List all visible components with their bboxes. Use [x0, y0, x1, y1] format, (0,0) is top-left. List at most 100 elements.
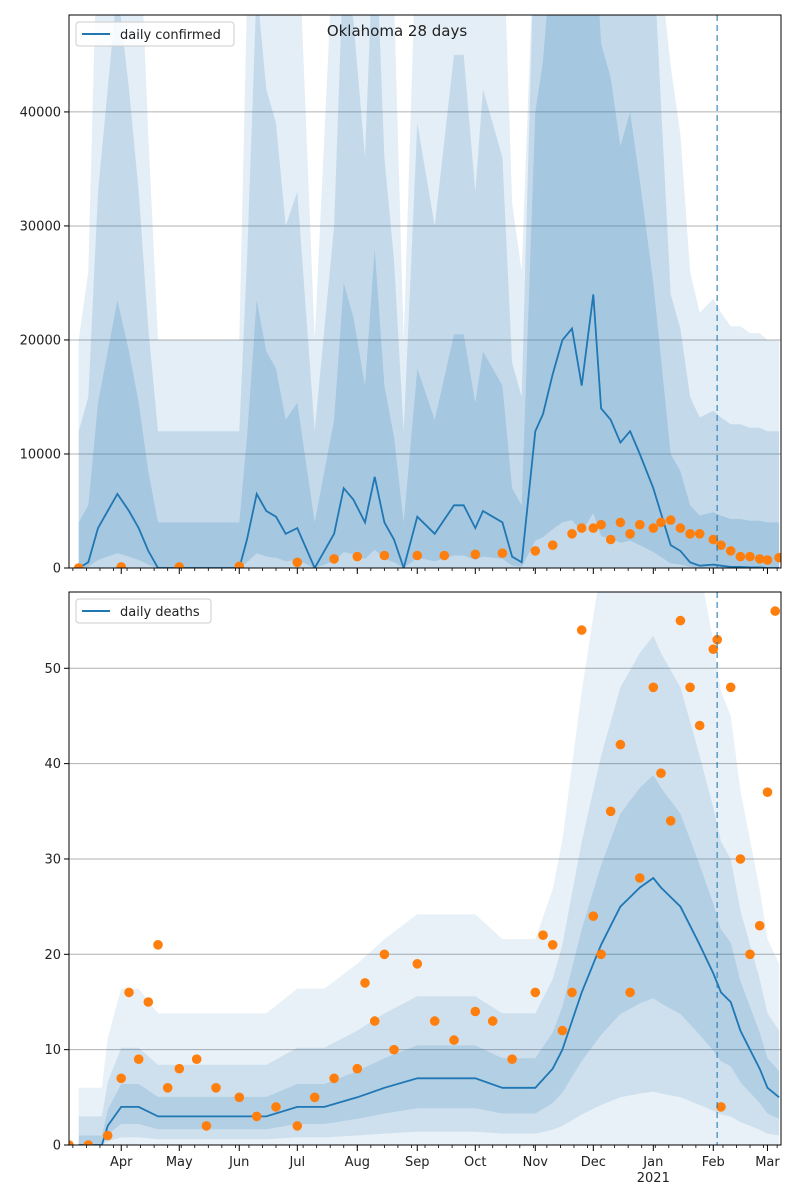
data-point	[708, 534, 719, 545]
data-point	[412, 959, 423, 969]
data-point	[507, 1054, 517, 1064]
x-tick-label: Nov	[523, 1155, 549, 1170]
data-point	[309, 1092, 320, 1103]
data-point	[605, 534, 616, 545]
data-point	[429, 1016, 440, 1026]
y-tick-label: 0	[53, 1139, 61, 1154]
data-point	[360, 978, 370, 988]
data-point	[754, 554, 765, 564]
data-point	[69, 1140, 74, 1145]
confirmed-uncertainty-bands	[78, 15, 780, 568]
data-point	[648, 682, 659, 693]
data-point	[694, 529, 705, 539]
x-tick-label: May	[166, 1155, 193, 1170]
y-tick-label: 30000	[20, 219, 61, 234]
data-point	[271, 1102, 281, 1112]
data-point	[588, 523, 599, 533]
uncertainty-band-0	[78, 592, 780, 1145]
data-point	[576, 523, 587, 533]
series-line	[78, 876, 780, 1145]
data-point	[174, 1063, 185, 1074]
uncertainty-band-0	[78, 15, 780, 568]
confirmed-legend-label: daily confirmed	[120, 28, 221, 43]
data-point	[211, 1083, 221, 1093]
data-point	[648, 523, 659, 533]
data-point	[656, 517, 666, 528]
confirmed-line-layer	[78, 294, 780, 568]
data-point	[538, 930, 548, 940]
data-point	[234, 561, 245, 568]
deaths-legend: daily deaths	[75, 598, 212, 624]
x-tick-label: Feb	[702, 1155, 725, 1170]
data-point	[625, 529, 635, 539]
deaths-uncertainty-bands	[78, 592, 780, 1145]
data-point	[470, 1006, 481, 1017]
x-tick-label: Aug	[345, 1155, 370, 1170]
data-point	[708, 644, 719, 654]
data-point	[735, 551, 746, 562]
data-point	[547, 940, 558, 950]
data-point	[762, 555, 773, 565]
data-point	[116, 1073, 126, 1084]
confirmed-points-layer	[73, 515, 781, 568]
deaths-legend-label: daily deaths	[120, 605, 200, 620]
data-point	[102, 1130, 113, 1141]
deaths-points-layer	[69, 606, 780, 1145]
x-tick-label: Jul	[288, 1155, 305, 1170]
data-point	[124, 987, 134, 998]
y-tick-label: 30	[44, 852, 61, 867]
deaths-legend-box	[75, 598, 212, 624]
y-tick-label: 10000	[20, 447, 61, 462]
uncertainty-band-1	[78, 635, 780, 1145]
data-point	[745, 551, 755, 562]
data-point	[470, 549, 481, 560]
data-point	[694, 720, 705, 731]
y-tick-label: 40	[44, 757, 61, 772]
data-point	[449, 1035, 459, 1045]
data-point	[596, 519, 606, 530]
x-tick-label: Jun	[228, 1155, 249, 1170]
data-point	[735, 854, 746, 864]
confirmed-legend: daily confirmed	[75, 21, 235, 47]
x-tick-sublabel: 2021	[637, 1171, 670, 1186]
y-tick-label: 20000	[20, 333, 61, 348]
data-point	[605, 806, 616, 817]
data-point	[675, 523, 686, 533]
data-point	[379, 949, 390, 960]
data-point	[191, 1054, 202, 1064]
data-point	[762, 787, 773, 797]
data-point	[635, 873, 645, 883]
data-point	[389, 1044, 399, 1055]
data-point	[497, 548, 508, 558]
x-tick-label: Apr	[110, 1155, 133, 1170]
data-point	[665, 816, 676, 826]
uncertainty-band-2	[78, 15, 780, 568]
data-point	[725, 546, 736, 556]
confirmed-panel: 0 10000 20000 30000 40000 Oklahoma 28 days d…	[20, 14, 782, 577]
x-tick-label: Jan	[642, 1155, 663, 1170]
series-line	[78, 294, 780, 568]
data-point	[635, 519, 645, 530]
data-point	[745, 949, 755, 960]
data-point	[329, 554, 339, 564]
deaths-line-layer	[78, 876, 780, 1145]
data-point	[251, 1111, 262, 1122]
data-point	[174, 562, 185, 568]
data-point	[567, 987, 577, 998]
data-point	[770, 606, 780, 616]
data-point	[153, 940, 163, 950]
data-point	[656, 768, 666, 778]
data-point	[712, 634, 722, 645]
data-point	[412, 550, 423, 561]
data-point	[625, 987, 635, 998]
data-point	[201, 1121, 212, 1131]
data-point	[352, 1063, 363, 1074]
data-point	[615, 739, 626, 750]
data-point	[530, 546, 541, 556]
deaths-y-axis: 0 10 20 30 40 50	[44, 662, 69, 1154]
data-point	[557, 1025, 568, 1036]
x-tick-label: Mar	[755, 1155, 780, 1170]
x-tick-label: Sep	[405, 1155, 430, 1170]
data-point	[379, 550, 390, 561]
